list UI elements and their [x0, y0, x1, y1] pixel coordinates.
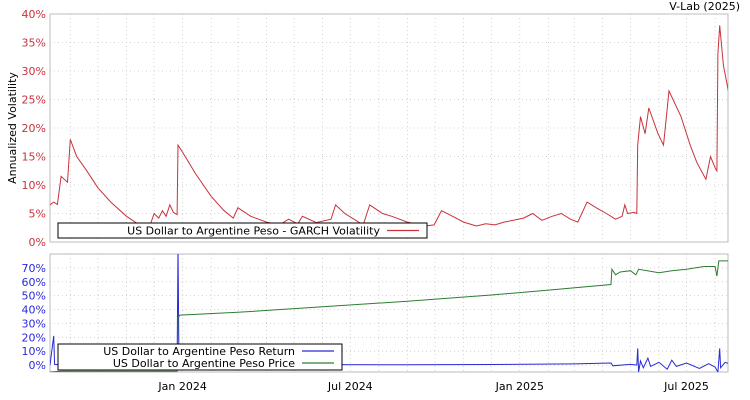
- y-tick-label: 70%: [22, 262, 46, 275]
- y-tick-label: 15%: [22, 151, 46, 164]
- y-tick-label: 0%: [29, 236, 46, 249]
- legend-label: US Dollar to Argentine Peso - GARCH Vola…: [127, 225, 380, 238]
- legend-box: [57, 343, 343, 371]
- y-tick-label: 20%: [22, 331, 46, 344]
- y-tick-label: 5%: [29, 208, 46, 221]
- y-tick-label: 10%: [22, 179, 46, 192]
- return-price-panel: 0%10%20%30%40%50%60%70% Jan 2024 Jul 2024 J…: [22, 253, 729, 393]
- y-tick-label: 50%: [22, 290, 46, 303]
- legend-box: [57, 222, 428, 239]
- x-tick-label: Jan 2025: [495, 380, 544, 393]
- y-axis-label: Annualized Volatility: [6, 72, 19, 184]
- y-tick-label: 40%: [22, 304, 46, 317]
- volatility-panel: 0% 5% 10% 15% 20% 25% 30% 35% 40% Annualized Vola…: [6, 8, 729, 249]
- x-tick-label: Jul 2025: [663, 380, 709, 393]
- y-tick-label: 40%: [22, 8, 46, 21]
- x-tick-label: Jul 2024: [327, 380, 373, 393]
- y-tick-label: 30%: [22, 317, 46, 330]
- y-tick-label: 35%: [22, 37, 46, 50]
- y-tick-label: 20%: [22, 122, 46, 135]
- x-tick-label: Jan 2024: [157, 380, 206, 393]
- y-tick-label: 10%: [22, 345, 46, 358]
- y-tick-label: 0%: [29, 359, 46, 372]
- legend-label: US Dollar to Argentine Peso Return: [103, 345, 295, 358]
- y-tick-label: 25%: [22, 94, 46, 107]
- y-tick-label: 30%: [22, 65, 46, 78]
- series-line-us-dollar-to-argentine-peso-price: [50, 260, 728, 372]
- series-line-us-dollar-to-argentine-peso-garch-volatility: [50, 25, 728, 231]
- watermark: V-Lab (2025): [669, 0, 740, 13]
- legend-label: US Dollar to Argentine Peso Price: [113, 357, 295, 370]
- y-tick-label: 60%: [22, 276, 46, 289]
